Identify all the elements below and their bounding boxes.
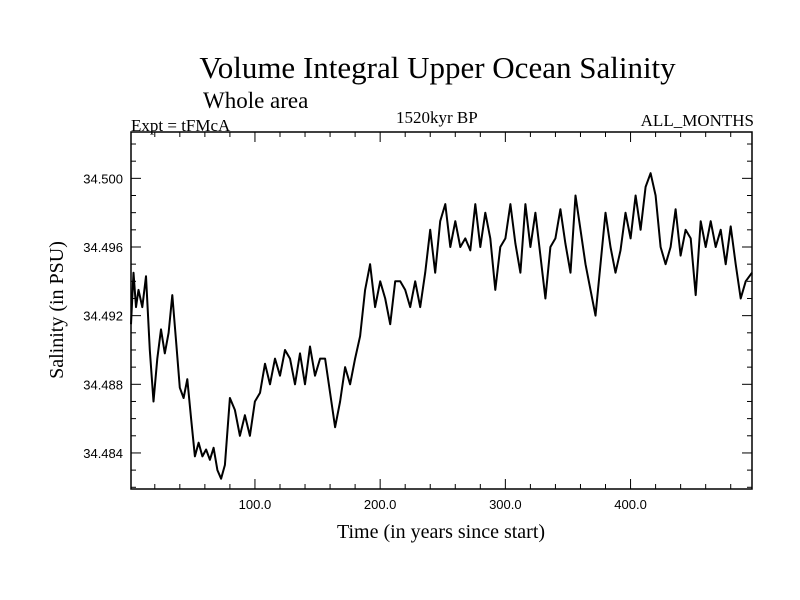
period-label: 1520kyr BP — [396, 108, 478, 127]
x-axis-title: Time (in years since start) — [337, 521, 545, 543]
axis-tick-labels: 100.0 200.0 300.0 400.0 34.484 34.488 34.492 34… — [83, 171, 647, 512]
experiment-label: Expt = tFMcA — [131, 116, 231, 135]
x-tick-label: 200.0 — [364, 497, 397, 512]
y-tick-label: 34.492 — [83, 309, 123, 324]
y-tick-label: 34.488 — [83, 377, 123, 392]
x-tick-label: 400.0 — [614, 497, 647, 512]
chart-subtitle: Whole area — [203, 88, 309, 113]
months-label: ALL_MONTHS — [640, 111, 754, 130]
x-tick-label: 100.0 — [239, 497, 272, 512]
y-tick-label: 34.484 — [83, 446, 123, 461]
axis-ticks — [131, 132, 752, 489]
x-tick-label: 300.0 — [489, 497, 522, 512]
y-tick-label: 34.496 — [83, 240, 123, 255]
y-tick-label: 34.500 — [83, 171, 123, 186]
chart-title: Volume Integral Upper Ocean Salinity — [199, 50, 676, 85]
plot-frame — [130, 131, 753, 490]
y-axis-title: Salinity (in PSU) — [46, 241, 68, 379]
series-line-salinity — [130, 172, 753, 480]
